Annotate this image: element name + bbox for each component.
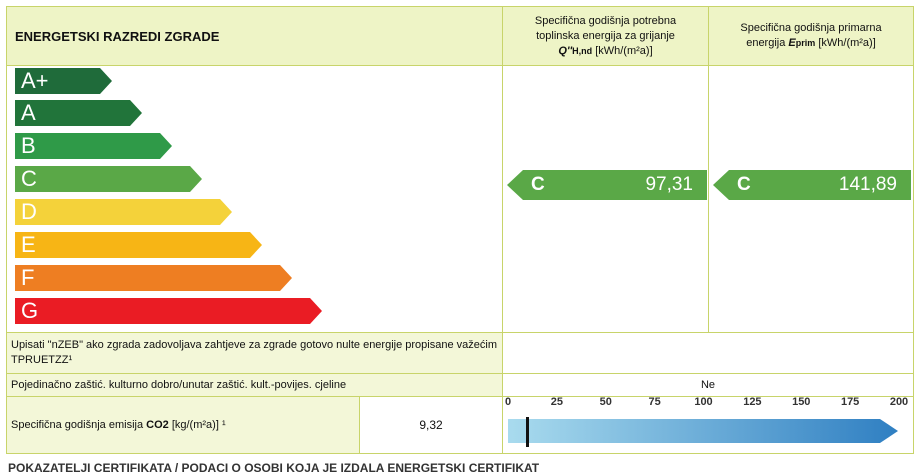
table-title-text: ENERGETSKI RAZREDI ZGRADE — [15, 28, 220, 44]
heritage-value-cell: Ne — [502, 373, 914, 397]
class-label: A — [21, 100, 36, 125]
heritage-label: Pojedinačno zaštić. kulturno dobro/unuta… — [11, 378, 347, 391]
heating-indicator-cell: C 97,31 — [502, 65, 709, 333]
class-label: A+ — [21, 68, 49, 93]
scale-tick-200: 200 — [889, 396, 909, 408]
primary-energy-header: Specifična godišnja primarna energija Ep… — [708, 6, 914, 66]
heritage-label-cell: Pojedinačno zaštić. kulturno dobro/unuta… — [6, 373, 503, 397]
class-arrow-d: D — [15, 199, 232, 225]
scale-tick-75: 75 — [648, 396, 661, 408]
class-label: B — [21, 133, 36, 158]
class-label: E — [21, 232, 36, 257]
primary-value: 141,89 — [838, 174, 897, 195]
nzeb-label: Upisati "nZEB" ako zgrada zadovoljava za… — [11, 339, 497, 366]
emission-unit: [kg/(m²a)] ¹ — [171, 418, 226, 431]
heating-header-line1: Specifična godišnja potrebna — [534, 14, 677, 27]
class-label: C — [21, 166, 37, 191]
heating-header-line2: toplinska energija za grijanje — [536, 29, 675, 42]
primary-header-subscript: prim — [795, 38, 816, 48]
heating-value: 97,31 — [645, 174, 693, 195]
emission-scale-bar — [508, 419, 898, 443]
heritage-value: Ne — [700, 379, 716, 391]
primary-header-symbol: E — [788, 37, 796, 49]
class-arrow-c: C — [15, 166, 202, 192]
scale-tick-100: 100 — [694, 396, 713, 408]
primary-class-indicator: C 141,89 — [713, 170, 911, 200]
class-arrow-g: G — [15, 298, 322, 324]
emission-value: 9,32 — [419, 418, 443, 432]
emission-label: Specifična godišnja emisija — [11, 418, 144, 431]
table-title: ENERGETSKI RAZREDI ZGRADE — [6, 6, 503, 66]
scale-tick-175: 175 — [840, 396, 860, 408]
primary-indicator-cell: C 141,89 — [708, 65, 914, 333]
primary-header-line2: energija — [746, 37, 786, 49]
class-arrow-a-plus: A+ — [15, 68, 112, 94]
heating-class-indicator: C 97,31 — [507, 170, 707, 200]
scale-tick-125: 125 — [743, 396, 762, 408]
primary-header-unit: [kWh/(m²a)] — [818, 37, 876, 49]
class-scale-cell: A+ A B C D E F G — [6, 65, 503, 333]
emission-marker — [526, 417, 530, 447]
scale-tick-150: 150 — [792, 396, 811, 408]
class-arrow-b: B — [15, 133, 172, 159]
heating-header-subscript: H,nd — [572, 45, 593, 56]
class-label: D — [21, 199, 37, 224]
class-label: G — [21, 298, 39, 323]
class-arrow-e: E — [15, 232, 262, 258]
scale-tick-25: 25 — [550, 396, 563, 408]
emission-value-cell: 9,32 — [359, 396, 503, 454]
class-arrow-f: F — [15, 265, 292, 291]
heating-class: C — [531, 174, 545, 195]
heating-header-unit: [kWh/(m²a)] — [595, 44, 653, 57]
co2-label: CO2 — [146, 418, 169, 431]
heating-header-symbol: Q'' — [558, 44, 573, 57]
primary-class: C — [737, 174, 751, 195]
class-arrow-a: A — [15, 100, 142, 126]
scale-tick-50: 50 — [599, 396, 612, 408]
emission-scale-cell: 0 25 50 75 100 125 150 175 200 — [502, 396, 914, 454]
nzeb-value-cell — [502, 332, 914, 374]
scale-tick-0: 0 — [504, 396, 512, 408]
section-footer-heading: POKAZATELJI CERTIFIKATA / PODACI O OSOBI… — [8, 461, 540, 475]
primary-header-line1: Specifična godišnja primarna — [740, 22, 882, 34]
emission-label-cell: Specifična godišnja emisija CO2 [kg/(m²a… — [6, 396, 360, 454]
class-label: F — [21, 265, 35, 290]
nzeb-label-cell: Upisati "nZEB" ako zgrada zadovoljava za… — [6, 332, 503, 374]
energy-certificate-table: ENERGETSKI RAZREDI ZGRADE Specifična god… — [6, 6, 914, 466]
heating-energy-header: Specifična godišnja potrebna toplinska e… — [502, 6, 709, 66]
